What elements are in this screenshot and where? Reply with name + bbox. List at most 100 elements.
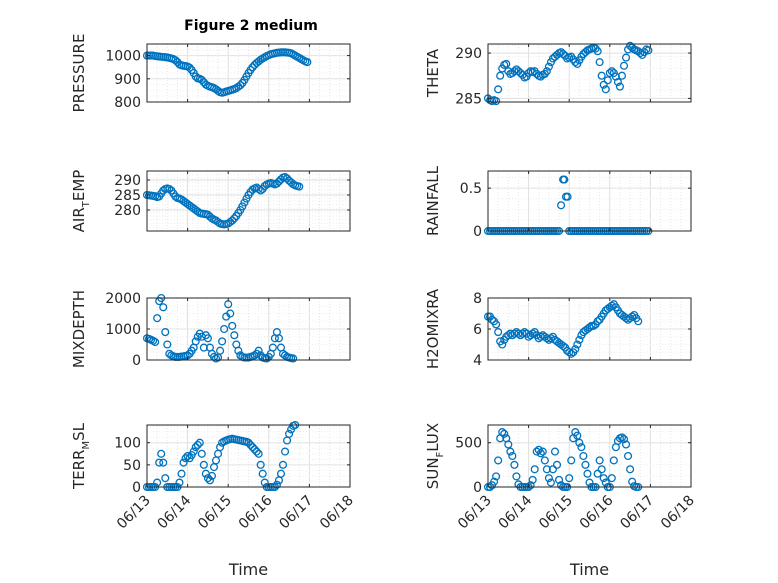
data-point	[619, 435, 629, 444]
ytick-label: 0	[132, 480, 141, 496]
data-point	[607, 67, 616, 76]
data-point	[199, 460, 208, 469]
data-point	[246, 440, 255, 449]
data-point	[530, 465, 539, 474]
data-point	[175, 478, 184, 487]
data-point	[508, 451, 517, 461]
data-point	[272, 480, 281, 489]
ytick-label: 0	[132, 353, 141, 369]
data-point	[199, 343, 208, 352]
data-point	[619, 61, 629, 70]
data-point	[498, 340, 507, 349]
data-point	[500, 429, 509, 438]
data-point	[565, 474, 574, 483]
data-point	[615, 82, 624, 91]
ytick-label: 2000	[105, 291, 141, 307]
subplot-rainfall: 0 0.5 RAINFALL	[424, 165, 692, 240]
data-point	[617, 71, 627, 80]
axes-box	[146, 170, 351, 232]
data-point	[185, 63, 194, 72]
ytick-label: 900	[114, 72, 141, 88]
data-point	[595, 58, 604, 67]
ylabel-1: THETA	[424, 48, 442, 98]
data-point	[581, 460, 590, 469]
data-point	[256, 55, 265, 64]
data-point	[494, 456, 503, 465]
data-point	[254, 346, 263, 355]
data-point	[621, 53, 631, 62]
data-point	[540, 456, 549, 465]
ylabel-4: MIXDEPTH	[70, 290, 88, 368]
data-point	[163, 340, 172, 349]
data-point	[617, 433, 627, 442]
data-point	[181, 454, 190, 463]
data-point	[254, 449, 263, 458]
axes-box	[146, 424, 351, 488]
data-point	[593, 317, 602, 326]
data-point	[492, 97, 501, 106]
data-point	[536, 449, 545, 458]
data-point	[179, 458, 188, 467]
data-point	[544, 62, 553, 71]
data-point	[532, 447, 541, 456]
data-point	[153, 478, 162, 487]
data-point	[496, 71, 505, 80]
data-point	[560, 175, 569, 184]
data-point	[559, 49, 568, 59]
data-point	[597, 71, 606, 80]
data-point	[490, 477, 499, 486]
ytick-label: 500	[455, 436, 482, 452]
data-point	[546, 478, 555, 487]
data-point	[230, 214, 239, 223]
data-point	[607, 474, 616, 483]
data-point	[256, 186, 265, 195]
data-point	[262, 354, 271, 363]
subplot-h2omixra: 4 6 8 H2OMIXRA	[424, 288, 692, 369]
data-point	[151, 337, 160, 347]
data-point	[268, 343, 277, 352]
data-point	[601, 478, 610, 487]
data-point	[161, 474, 170, 483]
data-point	[526, 481, 535, 490]
data-point	[252, 447, 261, 456]
data-point	[492, 320, 501, 329]
data-point	[554, 475, 564, 484]
data-point	[177, 469, 186, 478]
data-point	[613, 78, 622, 87]
data-point	[494, 85, 503, 94]
ytick-label: 290	[114, 173, 141, 189]
data-point	[512, 472, 521, 481]
data-point	[258, 469, 267, 478]
data-point	[605, 68, 614, 78]
data-point	[502, 59, 511, 68]
data-point	[193, 440, 202, 449]
xlabel: Time	[569, 560, 609, 579]
data-point	[197, 449, 206, 458]
xlabel: Time	[228, 560, 268, 579]
ytick-label: 6	[473, 322, 482, 338]
data-point	[155, 458, 164, 467]
data-point	[506, 447, 515, 456]
data-point	[228, 216, 237, 225]
data-point	[520, 328, 529, 337]
ylabel-0: PRESSURE	[70, 34, 88, 113]
data-point	[492, 472, 501, 481]
data-point	[295, 182, 304, 191]
ylabel-5: H2OMIXRA	[424, 288, 442, 369]
data-point	[595, 456, 604, 465]
data-point	[634, 317, 643, 326]
ytick-label: 100	[114, 436, 141, 452]
ytick-label: 280	[114, 203, 141, 219]
data-point	[191, 337, 200, 346]
data-point	[599, 80, 608, 89]
data-point	[579, 451, 588, 461]
data-point	[285, 429, 294, 438]
data-point	[636, 49, 645, 58]
data-point	[557, 201, 566, 210]
data-point	[599, 474, 608, 483]
data-point	[607, 301, 616, 310]
data-point	[550, 447, 560, 456]
subplot-theta: 285 290 THETA	[424, 41, 692, 107]
data-point	[575, 438, 584, 447]
